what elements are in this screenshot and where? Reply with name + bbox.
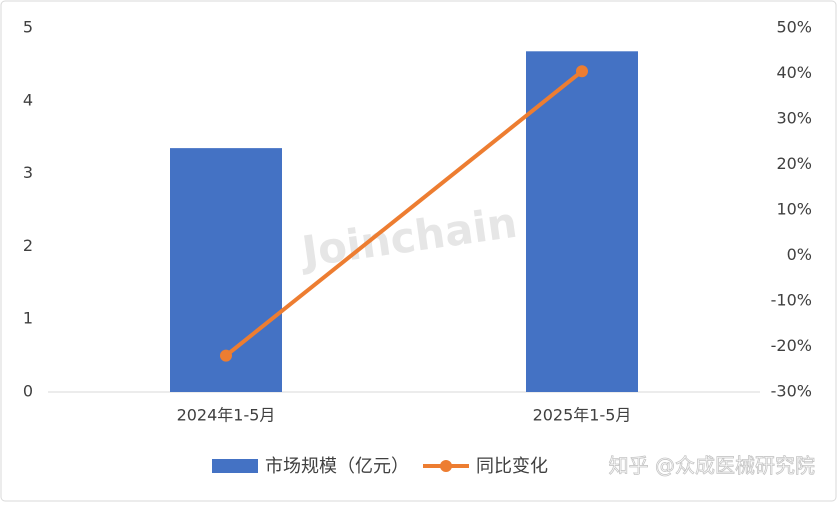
legend-swatch <box>440 460 452 472</box>
y-tick-label: 3 <box>23 163 33 182</box>
y2-tick-label: 10% <box>776 200 812 219</box>
legend-label: 市场规模（亿元） <box>265 456 409 477</box>
y2-tick-label: 30% <box>776 109 812 128</box>
y2-tick-label: 40% <box>776 63 812 82</box>
y-tick-label: 5 <box>23 18 33 37</box>
y-tick-label: 1 <box>23 309 33 328</box>
y-tick-label: 4 <box>23 90 33 109</box>
bar <box>526 51 638 393</box>
y2-tick-label: 20% <box>776 154 812 173</box>
line-point <box>220 349 232 362</box>
y2-tick-label: -20% <box>771 336 812 355</box>
line <box>224 69 584 358</box>
y-tick-label: 0 <box>23 382 33 401</box>
y2-tick-label: -10% <box>771 291 812 310</box>
line-point <box>576 65 588 78</box>
source-watermark: 知乎 @众成医械研究院 <box>609 454 815 478</box>
x-tick-label: 2024年1-5月 <box>177 406 276 425</box>
legend-label: 同比变化 <box>476 456 548 477</box>
y-tick-label: 2 <box>23 236 33 255</box>
y2-tick-label: -30% <box>771 382 812 401</box>
legend-swatch <box>212 459 258 473</box>
y2-tick-label: 0% <box>787 245 812 264</box>
x-tick-label: 2025年1-5月 <box>533 406 632 425</box>
y2-tick-label: 50% <box>776 18 812 37</box>
